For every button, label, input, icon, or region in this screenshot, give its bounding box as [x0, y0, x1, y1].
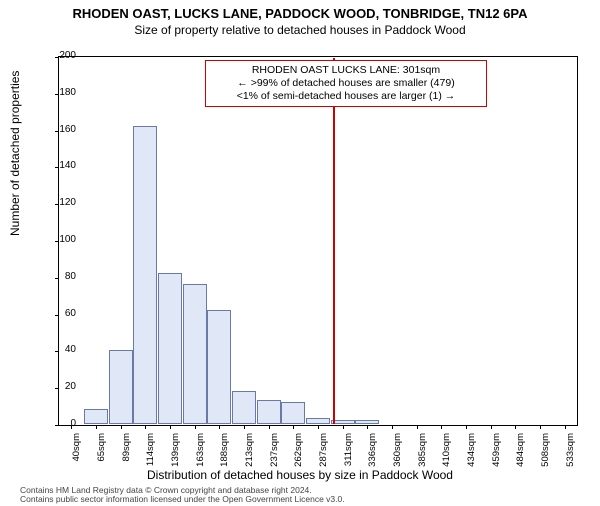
x-tick-line	[392, 425, 393, 429]
chart-title-sub: Size of property relative to detached ho…	[0, 23, 600, 37]
y-tick-label: 100	[46, 234, 76, 245]
histogram-bar	[306, 418, 330, 424]
y-tick-label: 40	[46, 344, 76, 355]
reference-marker-line	[333, 58, 335, 424]
x-tick-label: 139sqm	[170, 433, 181, 473]
annotation-line: <1% of semi-detached houses are larger (…	[212, 90, 480, 103]
x-tick-line	[121, 425, 122, 429]
y-tick-label: 160	[46, 124, 76, 135]
x-tick-label: 237sqm	[269, 433, 280, 473]
annotation-line: RHODEN OAST LUCKS LANE: 301sqm	[212, 64, 480, 77]
histogram-bar	[84, 409, 108, 424]
x-tick-label: 311sqm	[343, 433, 354, 473]
y-tick-label: 60	[46, 308, 76, 319]
x-tick-label: 287sqm	[318, 433, 329, 473]
x-tick-label: 360sqm	[392, 433, 403, 473]
x-axis-label: Distribution of detached houses by size …	[0, 468, 600, 482]
x-tick-line	[219, 425, 220, 429]
x-tick-line	[96, 425, 97, 429]
x-tick-line	[244, 425, 245, 429]
histogram-bar	[355, 420, 379, 424]
x-tick-label: 163sqm	[195, 433, 206, 473]
y-tick-label: 140	[46, 160, 76, 171]
x-tick-label: 213sqm	[244, 433, 255, 473]
histogram-bar	[281, 402, 305, 424]
annotation-box: RHODEN OAST LUCKS LANE: 301sqm← >99% of …	[205, 60, 487, 107]
x-tick-line	[170, 425, 171, 429]
histogram-bar	[257, 400, 281, 424]
y-tick-label: 120	[46, 197, 76, 208]
x-tick-label: 40sqm	[71, 433, 82, 473]
x-tick-line	[293, 425, 294, 429]
y-tick-label: 20	[46, 381, 76, 392]
y-tick-label: 180	[46, 87, 76, 98]
x-tick-label: 459sqm	[491, 433, 502, 473]
x-tick-label: 508sqm	[540, 433, 551, 473]
histogram-bar	[183, 284, 207, 424]
x-tick-label: 533sqm	[565, 433, 576, 473]
histogram-bar	[109, 350, 133, 424]
x-tick-line	[565, 425, 566, 429]
plot-region: 40sqm65sqm89sqm114sqm139sqm163sqm188sqm2…	[58, 56, 578, 426]
chart-title-main: RHODEN OAST, LUCKS LANE, PADDOCK WOOD, T…	[0, 6, 600, 21]
x-tick-line	[441, 425, 442, 429]
y-tick-label: 200	[46, 50, 76, 61]
x-tick-label: 65sqm	[96, 433, 107, 473]
x-tick-label: 188sqm	[219, 433, 230, 473]
x-tick-label: 114sqm	[145, 433, 156, 473]
y-tick-label: 80	[46, 271, 76, 282]
x-tick-label: 336sqm	[367, 433, 378, 473]
annotation-line: ← >99% of detached houses are smaller (4…	[212, 77, 480, 90]
x-tick-line	[195, 425, 196, 429]
x-tick-line	[466, 425, 467, 429]
x-tick-label: 385sqm	[417, 433, 428, 473]
y-tick-label: 0	[46, 418, 76, 429]
histogram-bar	[133, 126, 157, 424]
histogram-bar	[158, 273, 182, 424]
chart-area: 40sqm65sqm89sqm114sqm139sqm163sqm188sqm2…	[58, 56, 578, 426]
x-tick-label: 410sqm	[441, 433, 452, 473]
x-tick-line	[318, 425, 319, 429]
x-tick-line	[367, 425, 368, 429]
x-tick-line	[491, 425, 492, 429]
histogram-bar	[207, 310, 231, 424]
x-tick-label: 434sqm	[466, 433, 477, 473]
histogram-bar	[232, 391, 256, 424]
x-tick-label: 262sqm	[293, 433, 304, 473]
x-tick-line	[343, 425, 344, 429]
x-tick-line	[540, 425, 541, 429]
x-tick-line	[145, 425, 146, 429]
footer-attribution: Contains HM Land Registry data © Crown c…	[20, 486, 345, 504]
x-tick-label: 89sqm	[121, 433, 132, 473]
x-tick-line	[515, 425, 516, 429]
x-tick-label: 484sqm	[515, 433, 526, 473]
x-tick-line	[269, 425, 270, 429]
y-axis-label: Number of detached properties	[8, 71, 22, 236]
x-tick-line	[417, 425, 418, 429]
